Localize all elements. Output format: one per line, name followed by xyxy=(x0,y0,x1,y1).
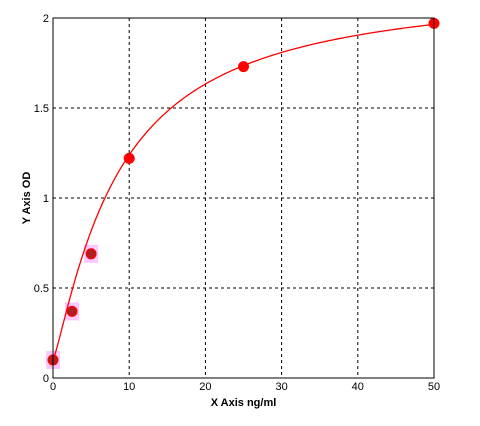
plot-frame xyxy=(52,17,435,379)
y-tick-label: 0 xyxy=(43,373,49,385)
data-point xyxy=(238,61,249,73)
x-tick-label: 40 xyxy=(352,381,364,393)
y-tick-labels: 0 0.5 1 1.5 2 xyxy=(34,13,49,385)
y-tick-label: 1.5 xyxy=(34,103,49,115)
y-tick-label: 2 xyxy=(43,13,49,25)
x-tick-label: 50 xyxy=(428,381,440,393)
x-tick-labels: 0 10 20 30 40 50 xyxy=(50,381,440,393)
data-point xyxy=(66,305,78,317)
data-points xyxy=(47,17,440,366)
y-tick-label: 1 xyxy=(43,193,49,205)
data-point xyxy=(85,248,97,260)
y-axis-label: Y Axis OD xyxy=(21,172,33,225)
x-tick-label: 0 xyxy=(50,381,56,393)
fit-curve xyxy=(52,23,435,361)
x-tick-label: 20 xyxy=(199,381,211,393)
y-tick-label: 0.5 xyxy=(34,283,49,295)
data-point xyxy=(123,152,135,164)
grid-lines xyxy=(53,18,434,378)
x-tick-label: 30 xyxy=(275,381,287,393)
x-tick-label: 10 xyxy=(123,381,135,393)
x-axis-label: X Axis ng/ml xyxy=(211,397,277,409)
